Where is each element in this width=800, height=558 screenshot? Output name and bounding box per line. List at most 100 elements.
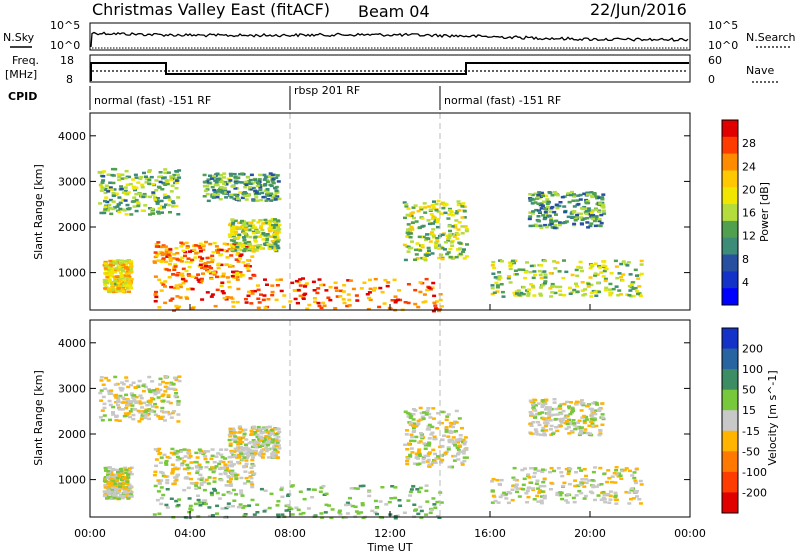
range-cell — [321, 283, 326, 287]
range-cell — [543, 207, 547, 211]
range-cell — [537, 412, 542, 415]
range-cell — [568, 422, 573, 426]
range-cell — [504, 497, 509, 500]
range-cell — [449, 421, 454, 425]
range-cell — [529, 481, 534, 484]
range-cell — [430, 231, 434, 234]
range-cell — [123, 189, 128, 193]
range-cell — [255, 511, 260, 514]
range-cell — [134, 176, 139, 179]
range-cell — [152, 513, 157, 516]
range-cell — [566, 215, 571, 219]
range-cell — [102, 406, 107, 410]
range-cell — [228, 442, 233, 445]
range-cell — [248, 186, 252, 189]
range-cell — [537, 489, 542, 492]
range-cell — [531, 403, 536, 406]
colorbar-tick: 4 — [742, 276, 749, 289]
range-cell — [554, 219, 559, 223]
range-cell — [298, 278, 303, 281]
range-cell — [222, 176, 227, 179]
range-cell — [232, 450, 237, 453]
range-cell — [577, 433, 582, 437]
range-cell — [592, 192, 597, 196]
range-cell — [435, 514, 440, 518]
range-cell — [242, 191, 247, 194]
range-cell — [531, 210, 536, 213]
range-cell — [572, 205, 577, 208]
freq-label-1: Freq. — [12, 54, 39, 67]
range-cell — [203, 450, 208, 453]
range-cell — [103, 477, 107, 480]
range-cell — [270, 293, 275, 297]
range-cell — [359, 287, 364, 290]
range-cell — [544, 194, 549, 198]
range-cell — [324, 492, 329, 496]
range-cell — [274, 223, 278, 227]
range-cell — [173, 451, 178, 455]
range-cell — [213, 179, 218, 182]
range-cell — [142, 412, 147, 416]
range-cell — [582, 497, 587, 500]
range-cell — [128, 470, 133, 474]
range-cell — [248, 235, 253, 239]
range-cell — [198, 259, 203, 263]
range-cell — [627, 294, 632, 297]
range-cell — [253, 240, 258, 243]
range-cell — [178, 296, 183, 299]
range-cell — [163, 285, 167, 288]
range-cell — [528, 211, 533, 214]
range-cell — [273, 196, 278, 200]
range-cell — [165, 481, 170, 485]
range-cell — [253, 431, 258, 434]
range-cell — [410, 435, 415, 439]
range-cell — [177, 379, 182, 383]
range-cell — [157, 306, 162, 309]
range-cell — [235, 272, 240, 276]
range-cell — [453, 224, 458, 227]
range-cell — [417, 448, 422, 451]
range-cell — [537, 209, 542, 212]
range-cell — [131, 381, 136, 384]
range-cell — [231, 433, 236, 436]
range-cell — [620, 279, 625, 282]
range-cell — [240, 458, 245, 461]
range-cell — [461, 250, 466, 253]
range-cell — [601, 264, 606, 267]
range-cell — [123, 199, 128, 202]
range-cell — [240, 494, 245, 497]
range-cell — [132, 394, 137, 397]
range-cell — [276, 439, 281, 442]
range-cell — [266, 448, 270, 451]
range-cell — [258, 428, 263, 431]
range-cell — [119, 275, 124, 279]
range-cell — [160, 188, 165, 191]
range-cell — [533, 428, 538, 431]
range-cell — [264, 238, 269, 242]
range-cell — [548, 428, 553, 431]
range-cell — [631, 497, 636, 500]
range-cell — [164, 203, 168, 206]
range-cell — [580, 399, 584, 402]
range-cell — [161, 257, 166, 260]
range-cell — [212, 468, 217, 472]
range-cell — [158, 388, 163, 392]
range-cell — [109, 481, 114, 485]
range-cell — [188, 507, 193, 510]
range-cell — [106, 173, 111, 176]
range-cell — [553, 291, 558, 295]
range-cell — [248, 178, 253, 182]
range-cell — [464, 456, 469, 459]
range-cell — [101, 395, 106, 399]
ytick-label: 2000 — [58, 221, 86, 234]
range-cell — [572, 424, 577, 427]
range-cell — [591, 470, 596, 474]
range-cell — [270, 454, 275, 457]
range-cell — [157, 207, 162, 210]
range-cell — [177, 259, 182, 262]
range-cell — [440, 438, 444, 441]
range-cell — [427, 412, 432, 416]
range-cell — [132, 205, 137, 208]
range-cell — [270, 284, 275, 287]
range-cell — [248, 182, 253, 185]
